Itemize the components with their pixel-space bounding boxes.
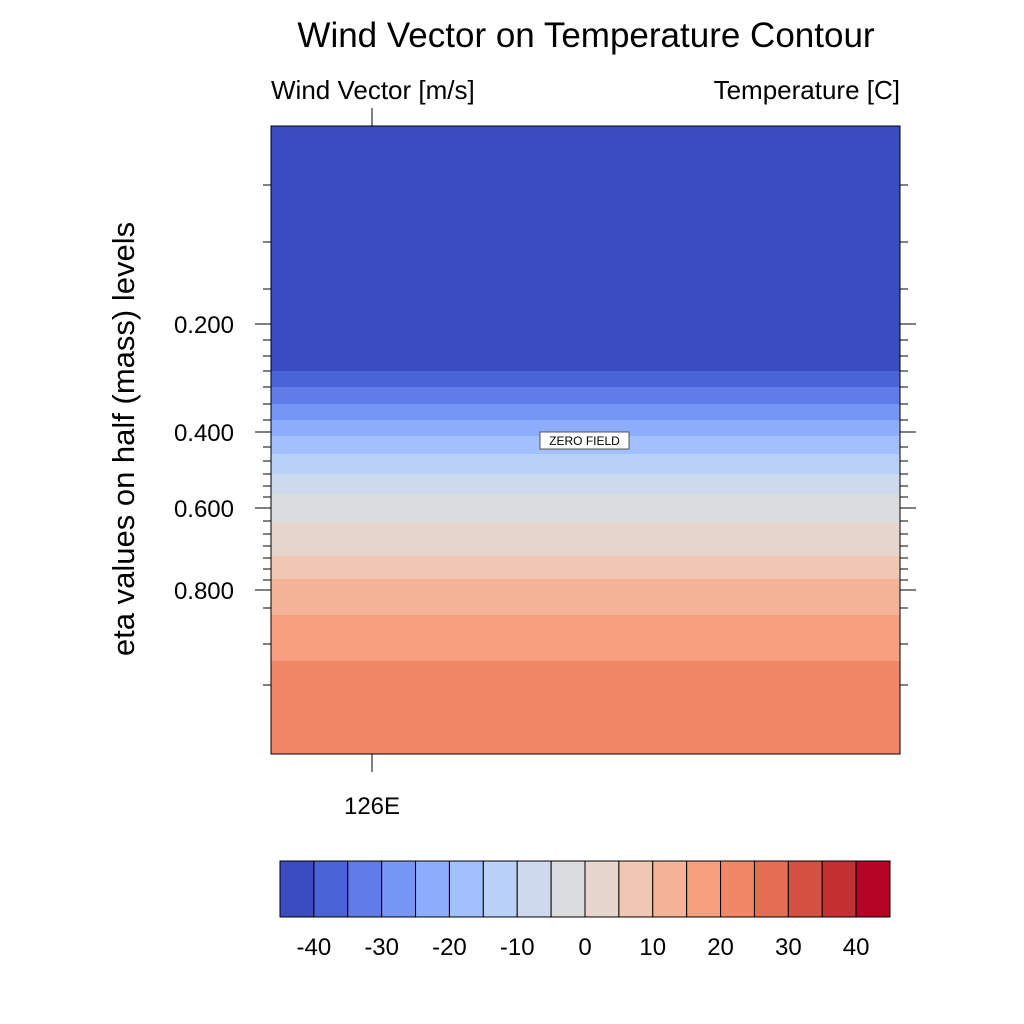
right-subtitle: Temperature [C] <box>714 75 900 105</box>
colorbar-tick-label: -10 <box>500 934 535 961</box>
colorbar-tick-label: -30 <box>364 934 399 961</box>
temperature-band <box>271 661 900 754</box>
colorbar-swatch <box>347 860 383 918</box>
temperature-band <box>271 615 900 661</box>
temperature-band <box>271 371 900 387</box>
y-tick-label: 0.400 <box>174 420 234 447</box>
y-tick-label: 0.800 <box>174 578 234 605</box>
temperature-band <box>271 420 900 436</box>
colorbar-tick-label: -20 <box>432 934 467 961</box>
temperature-band <box>271 556 900 579</box>
temperature-band <box>271 387 900 404</box>
colorbar-tick-labels: -40 -30 -20 -10 0 10 20 30 40 <box>297 934 870 961</box>
colorbar-tick-label: 20 <box>707 934 734 961</box>
chart-title: Wind Vector on Temperature Contour <box>297 16 875 55</box>
temperature-band <box>271 579 900 615</box>
colorbar-swatch <box>381 860 417 918</box>
temperature-band <box>271 494 900 523</box>
annotation-box <box>539 431 630 450</box>
colorbar-swatch <box>550 860 586 918</box>
temperature-band <box>271 454 900 474</box>
colorbar-swatch <box>313 860 349 918</box>
colorbar-swatch <box>415 860 450 918</box>
colorbar-swatch <box>516 860 552 918</box>
colorbar-tick-label: 0 <box>578 934 591 961</box>
colorbar-swatch <box>720 860 755 918</box>
plot-frame <box>270 125 901 755</box>
colorbar-swatch <box>652 860 688 918</box>
colorbar-swatch <box>279 860 315 918</box>
colorbar-swatch <box>482 860 518 918</box>
colorbar-swatch <box>618 860 654 918</box>
x-tick-label: 126E <box>344 793 400 820</box>
y-axis-label: eta values on half (mass) levels <box>106 222 141 656</box>
zero-field-annotation: ZERO FIELD <box>539 431 630 450</box>
temperature-bands <box>271 126 900 754</box>
colorbar-swatch <box>686 860 722 918</box>
colorbar-tick-label: 10 <box>639 934 666 961</box>
colorbar-swatch <box>787 860 823 918</box>
colorbar-swatch <box>584 860 620 918</box>
y-tick-label: 0.200 <box>174 312 234 339</box>
annotation-text: ZERO FIELD <box>549 434 620 448</box>
temperature-band <box>271 474 900 494</box>
colorbar-swatch <box>855 860 891 918</box>
temperature-band <box>271 126 900 371</box>
temperature-band <box>271 523 900 556</box>
colorbar-swatch <box>448 860 484 918</box>
colorbar-swatch <box>753 860 789 918</box>
colorbar <box>279 860 891 918</box>
colorbar-tick-label: 40 <box>843 934 870 961</box>
y-tick-label: 0.600 <box>174 496 234 523</box>
axis-ticks <box>255 108 916 772</box>
x-tick-labels: 126E <box>344 793 400 820</box>
colorbar-tick-label: 30 <box>775 934 802 961</box>
colorbar-tick-label: -40 <box>297 934 332 961</box>
y-tick-labels: 0.200 0.400 0.600 0.800 <box>174 312 234 605</box>
temperature-band <box>271 404 900 420</box>
left-subtitle: Wind Vector [m/s] <box>271 75 475 105</box>
colorbar-swatch <box>821 860 857 918</box>
